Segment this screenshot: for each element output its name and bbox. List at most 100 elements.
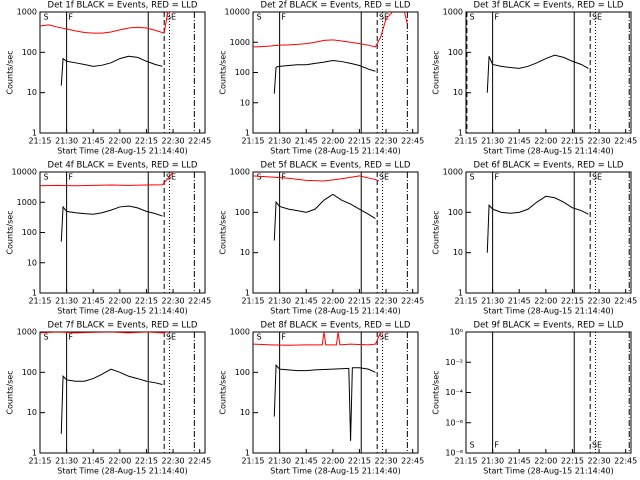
- y-tick-label: 1000: [17, 328, 37, 337]
- y-tick-label: 10000: [12, 168, 37, 177]
- y-axis-label: Counts/sec: [432, 210, 441, 254]
- y-tick-label: 100: [22, 48, 37, 57]
- x-axis-label: Start Time (28-Aug-15 21:14:40): [483, 147, 614, 156]
- annotation: S: [44, 173, 49, 182]
- x-tick-label: 22:30: [375, 137, 398, 146]
- x-tick-label: 22:45: [401, 457, 424, 466]
- y-axis-label: Counts/sec: [219, 210, 228, 254]
- series-line: [273, 363, 376, 441]
- x-tick-label: 22:30: [162, 297, 185, 306]
- x-tick-label: 21:15: [241, 137, 264, 146]
- x-tick-label: 22:15: [135, 137, 158, 146]
- x-axis-label: Start Time (28-Aug-15 21:14:40): [57, 307, 188, 316]
- plot-frame: [465, 11, 632, 134]
- x-tick-label: 21:30: [55, 297, 78, 306]
- plot-frame: [252, 11, 419, 134]
- panel: Det 9f BLACK = Events, RED = LLD 21:15 21:…: [432, 321, 638, 476]
- annotation: S: [257, 333, 262, 342]
- y-tick-label: 1000: [17, 8, 37, 17]
- annotation: S: [44, 333, 49, 342]
- y-axis-label: Counts/sec: [6, 370, 15, 414]
- plot-frame: [39, 11, 206, 134]
- x-tick-label: 21:30: [268, 137, 291, 146]
- series-line: [40, 12, 174, 34]
- annotation: SE: [379, 13, 389, 22]
- x-tick-label: 22:45: [401, 137, 424, 146]
- annotation: SE: [379, 173, 389, 182]
- y-tick-label: 1000: [17, 198, 37, 207]
- y-tick-label: 100: [448, 48, 463, 57]
- panel-title: Det 2f BLACK = Events, RED = LLD: [261, 1, 411, 11]
- y-tick-label: 10⁰: [450, 328, 463, 337]
- x-tick-label: 21:15: [28, 457, 51, 466]
- panel: Det 1f BLACK = Events, RED = LLD 21:15 21:…: [6, 1, 212, 156]
- y-tick-label: 100: [235, 68, 250, 77]
- x-tick-label: 21:30: [55, 137, 78, 146]
- panel-title: Det 1f BLACK = Events, RED = LLD: [48, 1, 198, 11]
- x-tick-label: 21:45: [508, 457, 531, 466]
- panel: Det 3f BLACK = Events, RED = LLD 21:15 21:…: [432, 1, 638, 156]
- panel-title: Det 5f BLACK = Events, RED = LLD: [261, 161, 411, 171]
- plot-frame: [465, 171, 632, 294]
- x-tick-label: 22:45: [614, 457, 637, 466]
- x-tick-label: 22:45: [188, 297, 211, 306]
- x-tick-label: 21:45: [82, 457, 105, 466]
- y-tick-label: 1000: [443, 168, 463, 177]
- x-axis-label: Start Time (28-Aug-15 21:14:40): [270, 467, 401, 476]
- y-tick-label: 10⁻⁶: [445, 418, 463, 427]
- panel: Det 7f BLACK = Events, RED = LLD 21:15 21:…: [6, 321, 212, 476]
- annotation: SE: [592, 13, 602, 22]
- x-tick-label: 21:45: [295, 137, 318, 146]
- x-tick-label: 21:45: [82, 137, 105, 146]
- x-tick-label: 21:30: [268, 457, 291, 466]
- annotation: S: [470, 13, 475, 22]
- y-tick-label: 1000: [230, 38, 250, 47]
- x-tick-label: 22:15: [135, 297, 158, 306]
- annotation: S: [44, 13, 49, 22]
- x-axis-label: Start Time (28-Aug-15 21:14:40): [270, 307, 401, 316]
- y-tick-label: 1000: [230, 328, 250, 337]
- annotation: F: [68, 173, 73, 182]
- panel-title: Det 9f BLACK = Events, RED = LLD: [474, 321, 624, 331]
- annotation: F: [494, 13, 499, 22]
- y-tick-label: 10: [240, 98, 250, 107]
- annotation: F: [281, 13, 286, 22]
- y-tick-label: 100: [22, 368, 37, 377]
- series-line: [40, 172, 175, 187]
- x-tick-label: 22:00: [321, 137, 344, 146]
- series-line: [253, 332, 387, 346]
- y-axis-label: Counts/sec: [432, 50, 441, 94]
- x-tick-label: 21:45: [508, 137, 531, 146]
- y-tick-label: 10: [27, 408, 37, 417]
- x-tick-label: 22:15: [135, 457, 158, 466]
- y-tick-label: 1: [245, 449, 250, 458]
- annotation: S: [257, 13, 262, 22]
- x-tick-label: 21:15: [28, 297, 51, 306]
- x-tick-label: 21:15: [241, 297, 264, 306]
- y-axis-label: Counts/sec: [219, 50, 228, 94]
- x-axis-label: Start Time (28-Aug-15 21:14:40): [270, 147, 401, 156]
- x-tick-label: 21:45: [295, 457, 318, 466]
- annotation: SE: [166, 13, 176, 22]
- y-tick-label: 100: [235, 368, 250, 377]
- x-tick-label: 22:30: [162, 137, 185, 146]
- x-tick-label: 22:30: [162, 457, 185, 466]
- annotation: SE: [379, 333, 389, 342]
- x-tick-label: 22:00: [534, 297, 557, 306]
- x-tick-label: 21:15: [454, 457, 477, 466]
- series-line: [253, 175, 380, 182]
- x-tick-label: 21:45: [508, 297, 531, 306]
- x-tick-label: 22:00: [321, 457, 344, 466]
- y-tick-label: 10: [240, 408, 250, 417]
- x-tick-label: 21:45: [295, 297, 318, 306]
- y-tick-label: 1: [32, 449, 37, 458]
- annotation: S: [470, 173, 475, 182]
- y-axis-label: Counts/sec: [6, 50, 15, 94]
- x-tick-label: 22:15: [561, 457, 584, 466]
- x-axis-label: Start Time (28-Aug-15 21:14:40): [483, 467, 614, 476]
- plot-frame: [39, 171, 206, 294]
- plot-frame: [465, 331, 632, 454]
- panel: Det 6f BLACK = Events, RED = LLD 21:15 21:…: [432, 161, 638, 316]
- annotation: SE: [592, 441, 602, 450]
